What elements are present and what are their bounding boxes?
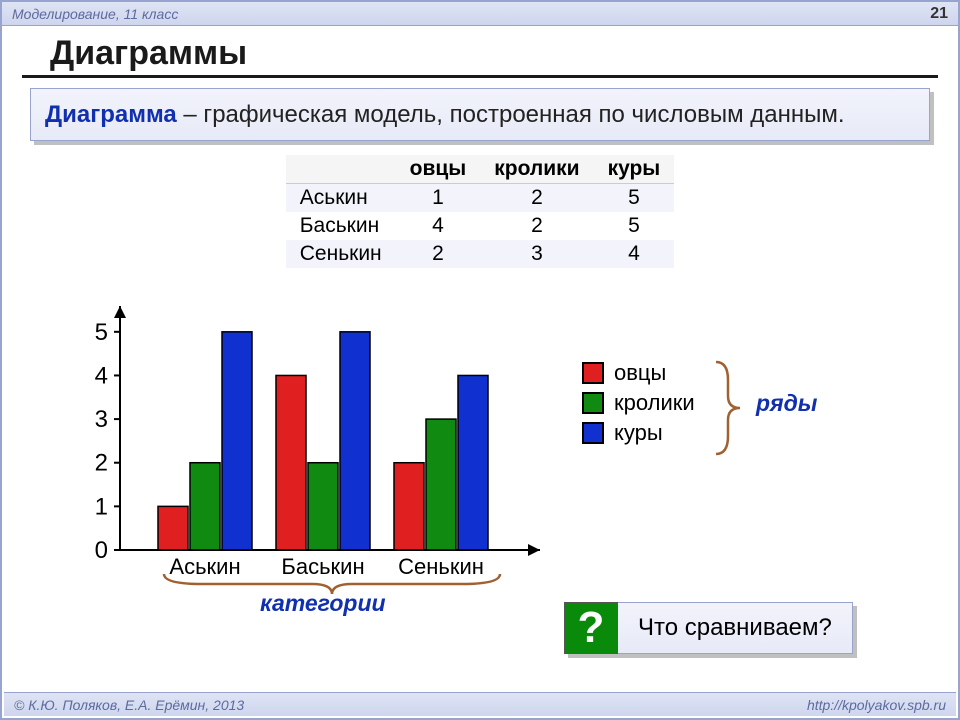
definition-term: Диаграмма <box>45 101 177 128</box>
callout-text: Что сравниваем? <box>618 602 853 654</box>
chart-svg: 012345АськинБаськинСенькин <box>60 302 560 612</box>
question-mark-icon: ? <box>564 602 618 654</box>
slide: Моделирование, 11 класс 21 Диаграммы Диа… <box>0 0 960 720</box>
chart-legend: овцы кролики куры <box>582 360 695 450</box>
table-header-row: овцы кролики куры <box>286 155 675 184</box>
row-name: Аськин <box>286 184 396 213</box>
svg-text:3: 3 <box>95 406 108 433</box>
cell: 2 <box>396 240 481 268</box>
legend-label: кролики <box>614 390 695 416</box>
data-table: овцы кролики куры Аськин 1 2 5 Баськин 4… <box>286 155 675 268</box>
course-label: Моделирование, 11 класс <box>12 6 178 22</box>
slide-header: Моделирование, 11 класс 21 <box>2 2 958 26</box>
cell: 4 <box>594 240 675 268</box>
table-row: Сенькин 2 3 4 <box>286 240 675 268</box>
copyright: © К.Ю. Поляков, Е.А. Ерёмин, 2013 <box>14 697 244 713</box>
svg-text:1: 1 <box>95 493 108 520</box>
cell: 5 <box>594 184 675 213</box>
legend-item: куры <box>582 420 695 446</box>
cell: 1 <box>396 184 481 213</box>
cell: 5 <box>594 212 675 240</box>
svg-text:0: 0 <box>95 537 108 564</box>
question-callout: ? Что сравниваем? <box>564 602 853 654</box>
cell: 3 <box>480 240 593 268</box>
row-name: Баськин <box>286 212 396 240</box>
legend-label: овцы <box>614 360 666 386</box>
svg-text:5: 5 <box>95 319 108 346</box>
definition-rest: – графическая модель, построенная по чис… <box>177 101 845 128</box>
series-brace-icon <box>712 360 752 456</box>
series-label: ряды <box>756 390 817 417</box>
col-header: куры <box>594 155 675 184</box>
svg-text:2: 2 <box>95 450 108 477</box>
legend-swatch <box>582 422 604 444</box>
cell: 2 <box>480 184 593 213</box>
legend-item: кролики <box>582 390 695 416</box>
cell: 4 <box>396 212 481 240</box>
legend-swatch <box>582 392 604 414</box>
table-row: Баськин 4 2 5 <box>286 212 675 240</box>
categories-brace-icon <box>162 570 502 596</box>
col-header: кролики <box>480 155 593 184</box>
bar-chart: 012345АськинБаськинСенькин категории <box>60 302 560 602</box>
page-number: 21 <box>930 5 948 23</box>
legend-label: куры <box>614 420 663 446</box>
table-row: Аськин 1 2 5 <box>286 184 675 213</box>
row-name: Сенькин <box>286 240 396 268</box>
col-header: овцы <box>396 155 481 184</box>
slide-footer: © К.Ю. Поляков, Е.А. Ерёмин, 2013 http:/… <box>4 692 956 716</box>
legend-item: овцы <box>582 360 695 386</box>
legend-swatch <box>582 362 604 384</box>
page-title: Диаграммы <box>22 26 938 78</box>
svg-text:4: 4 <box>95 362 108 389</box>
definition-box: Диаграмма – графическая модель, построен… <box>30 88 930 141</box>
cell: 2 <box>480 212 593 240</box>
footer-url: http://kpolyakov.spb.ru <box>807 697 946 713</box>
